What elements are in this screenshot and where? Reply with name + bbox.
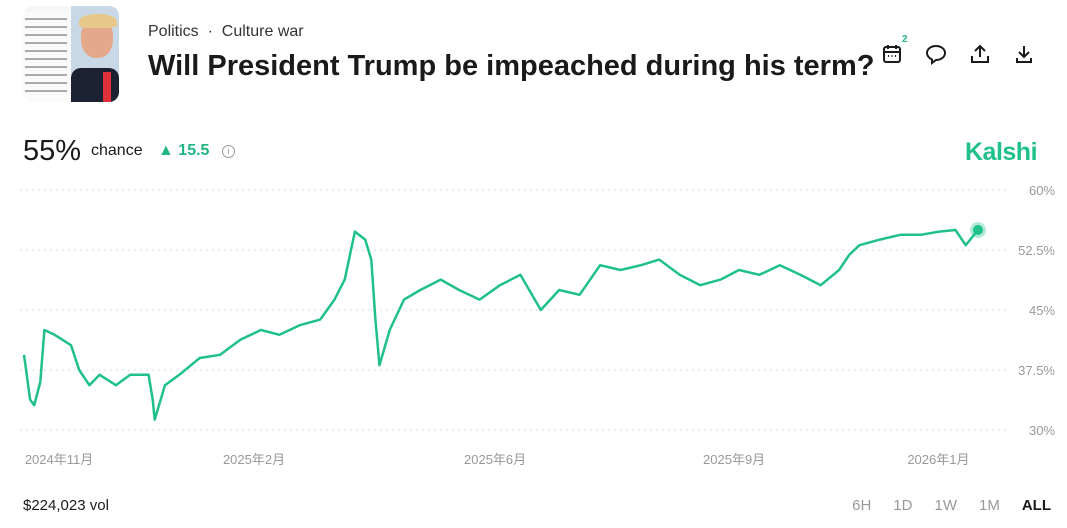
kalshi-logo: Kalshi — [965, 138, 1038, 166]
current-point — [973, 225, 983, 235]
share-button[interactable] — [968, 42, 992, 66]
x-tick-label: 2026年1月 — [907, 452, 969, 467]
breadcrumb: Politics · Culture war — [148, 23, 304, 41]
series-line — [22, 228, 979, 421]
calendar-badge: 2 — [902, 34, 908, 45]
x-tick-label: 2025年6月 — [464, 452, 526, 467]
range-1m[interactable]: 1M — [978, 497, 1000, 514]
download-button[interactable] — [1012, 42, 1036, 66]
market-thumbnail — [23, 6, 119, 102]
probability-value: 55% — [23, 135, 82, 167]
info-icon[interactable]: i — [222, 145, 235, 158]
change-value: 15.5 — [178, 142, 210, 159]
share-icon — [971, 44, 989, 63]
calendar-icon — [883, 45, 901, 63]
calendar-button[interactable]: 2 — [880, 34, 908, 66]
download-icon — [1016, 46, 1032, 63]
y-tick-label: 60% — [1029, 183, 1055, 198]
time-range-selector: 6H 1D 1W 1M ALL — [852, 497, 1051, 514]
breadcrumb-separator: · — [207, 23, 213, 40]
y-tick-label: 45% — [1029, 303, 1055, 318]
chance-label: chance — [91, 142, 143, 159]
y-tick-label: 52.5% — [1018, 243, 1055, 258]
x-tick-label: 2024年11月 — [25, 452, 93, 467]
x-tick-label: 2025年9月 — [703, 452, 765, 467]
range-1d[interactable]: 1D — [893, 497, 913, 514]
page-title: Will President Trump be impeached during… — [148, 50, 875, 82]
y-tick-label: 30% — [1029, 423, 1055, 438]
breadcrumb-subcategory[interactable]: Culture war — [221, 23, 304, 40]
range-6h[interactable]: 6H — [852, 497, 872, 514]
range-all[interactable]: ALL — [1021, 497, 1051, 514]
comment-button[interactable] — [924, 42, 948, 66]
y-tick-label: 37.5% — [1018, 363, 1055, 378]
range-1w[interactable]: 1W — [934, 497, 957, 514]
breadcrumb-category[interactable]: Politics — [148, 23, 199, 40]
x-tick-label: 2025年2月 — [223, 452, 285, 467]
volume-label: $224,023 vol — [23, 497, 109, 514]
comment-icon — [925, 44, 947, 65]
triangle-up-icon: ▲ — [158, 142, 174, 159]
probability-chart: 60% 52.5% 45% 37.5% 30% 2024年11月 2025年2月 2025年6… — [20, 183, 1055, 467]
change-indicator: ▲ 15.5 — [158, 142, 209, 160]
